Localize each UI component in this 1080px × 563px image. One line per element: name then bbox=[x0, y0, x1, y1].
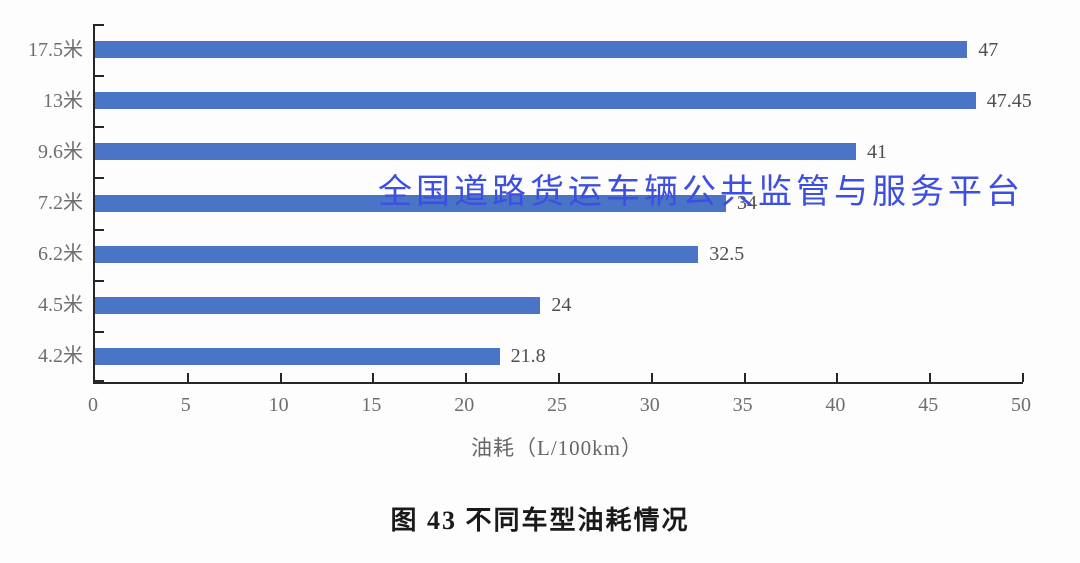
bar-value-label: 41 bbox=[867, 140, 887, 163]
bar-value-label: 47 bbox=[978, 38, 999, 61]
x-axis-tick-label: 40 bbox=[825, 394, 846, 416]
y-axis-tick bbox=[95, 24, 104, 26]
x-axis-tick-label: 25 bbox=[547, 394, 567, 416]
x-axis-tick bbox=[558, 373, 560, 382]
y-axis-tick bbox=[95, 75, 104, 78]
bar-value-label: 34 bbox=[737, 192, 757, 214]
bar-value-label: 47.45 bbox=[986, 89, 1032, 112]
bar-4.5米 bbox=[95, 296, 541, 314]
plot-area: 47 47.45 41 34 32.5 24 21.8 bbox=[93, 24, 1032, 384]
category-label: 4.2米 bbox=[38, 345, 83, 368]
category-label: 13米 bbox=[43, 89, 83, 112]
bar-6.2米 bbox=[95, 245, 699, 263]
x-axis-tick-label: 5 bbox=[180, 394, 191, 416]
figure-caption: 图 43 不同车型油耗情况 bbox=[390, 506, 690, 535]
bar-7.2米 bbox=[95, 194, 726, 212]
x-axis-tick-label: 45 bbox=[918, 394, 939, 416]
x-axis-tick bbox=[929, 373, 932, 382]
category-label: 4.5米 bbox=[38, 294, 83, 317]
x-axis-tick-label: 35 bbox=[732, 394, 753, 416]
x-axis-tick-label: 10 bbox=[268, 394, 289, 416]
y-axis-tick bbox=[95, 177, 104, 180]
x-axis-tick-labels: 0 5 10 15 20 25 30 35 40 45 50 bbox=[88, 392, 1031, 418]
x-axis-tick bbox=[279, 373, 282, 382]
x-axis-tick bbox=[186, 373, 189, 382]
bar-4.2米 bbox=[95, 347, 500, 365]
x-axis-title: 油耗（L/100km） bbox=[471, 436, 643, 460]
y-axis-tick bbox=[95, 126, 104, 129]
category-label: 7.2米 bbox=[38, 192, 83, 214]
bar-9.6米 bbox=[95, 143, 856, 161]
bar-13米 bbox=[95, 92, 976, 110]
x-axis-tick-label: 30 bbox=[639, 394, 660, 416]
category-label: 6.2米 bbox=[38, 243, 83, 266]
bar-value-label: 21.8 bbox=[510, 345, 546, 368]
x-axis-tick-label: 50 bbox=[1011, 394, 1031, 416]
x-axis-tick bbox=[372, 373, 375, 382]
y-axis-tick bbox=[95, 228, 104, 231]
bar-value-label: 24 bbox=[551, 294, 572, 317]
x-axis-tick-label: 15 bbox=[361, 394, 382, 416]
bar-value-label: 32.5 bbox=[709, 243, 745, 266]
y-axis-tick bbox=[95, 279, 104, 282]
y-axis-category-labels: 17.5米 13米 9.6米 7.2米 6.2米 4.5米 4.2米 bbox=[0, 24, 86, 382]
x-axis-tick bbox=[836, 373, 839, 382]
x-axis-tick-label: 20 bbox=[454, 394, 475, 416]
bar-17.5米 bbox=[95, 41, 968, 59]
x-axis-tick bbox=[465, 373, 468, 382]
x-axis-tick bbox=[743, 373, 746, 382]
x-axis-tick bbox=[1022, 373, 1024, 382]
y-axis-tick bbox=[95, 330, 104, 333]
x-axis-tick-label: 0 bbox=[88, 394, 98, 416]
category-label: 9.6米 bbox=[38, 140, 83, 163]
category-label: 17.5米 bbox=[28, 38, 83, 61]
y-axis-tick bbox=[95, 380, 104, 382]
watermark-text: 全国道路货运车辆公共监管与服务平台 bbox=[378, 173, 1024, 211]
x-axis-tick bbox=[650, 373, 653, 382]
